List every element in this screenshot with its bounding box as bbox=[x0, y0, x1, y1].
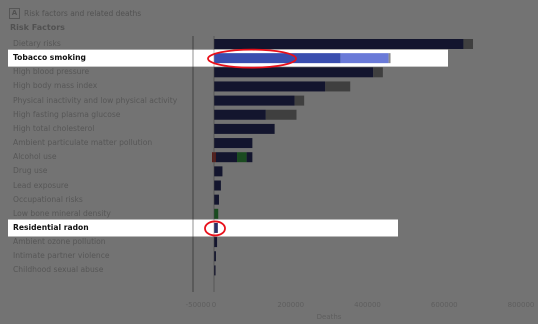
category-label: Dietary risks bbox=[13, 39, 61, 48]
bar-segment bbox=[388, 53, 391, 64]
risk-factors-heading: Risk Factors bbox=[10, 23, 65, 32]
x-tick-label: 600000 bbox=[430, 301, 458, 309]
category-label: High blood pressure bbox=[13, 67, 90, 77]
bar-segment bbox=[340, 53, 389, 64]
category-label: Alcohol use bbox=[13, 152, 57, 162]
x-tick-label: 200000 bbox=[277, 301, 305, 309]
category-label: Tobacco smoking bbox=[13, 53, 86, 63]
category-label: Ambient particulate matter pollution bbox=[13, 138, 153, 148]
highlight-ring bbox=[207, 48, 297, 69]
category-label: High fasting plasma glucose bbox=[13, 109, 121, 119]
x-axis-label: Deaths bbox=[316, 313, 342, 321]
category-label: Physical inactivity and low physical act… bbox=[13, 95, 178, 105]
x-tick-label: 0 bbox=[211, 301, 217, 309]
category-label: High total cholesterol bbox=[13, 123, 95, 133]
x-tick-label: 800000 bbox=[507, 301, 535, 309]
highlight-ring bbox=[204, 220, 226, 237]
category-label: Low bone mineral density bbox=[13, 208, 111, 218]
category-label: Lead exposure bbox=[13, 180, 69, 190]
category-label: Ambient ozone pollution bbox=[13, 237, 106, 247]
panel-label: A Risk factors and related deaths bbox=[9, 7, 141, 20]
category-label: Intimate partner violence bbox=[13, 251, 110, 261]
x-tick-label: 400000 bbox=[354, 301, 381, 309]
category-label: Childhood sexual abuse bbox=[13, 265, 104, 275]
x-tick-label: -50000 bbox=[185, 301, 211, 309]
highlight-band bbox=[8, 219, 398, 237]
bar-segment bbox=[214, 222, 218, 233]
category-label: Occupational risks bbox=[13, 194, 83, 204]
category-label: Drug use bbox=[13, 166, 48, 176]
bar-row bbox=[214, 222, 218, 233]
category-label: Residential radon bbox=[13, 222, 89, 232]
bar-segment bbox=[214, 53, 341, 64]
category-label: High body mass index bbox=[13, 81, 98, 91]
panel-title: Risk factors and related deaths bbox=[24, 9, 142, 18]
bar-row bbox=[214, 53, 391, 64]
panel-letter: A bbox=[9, 8, 20, 19]
